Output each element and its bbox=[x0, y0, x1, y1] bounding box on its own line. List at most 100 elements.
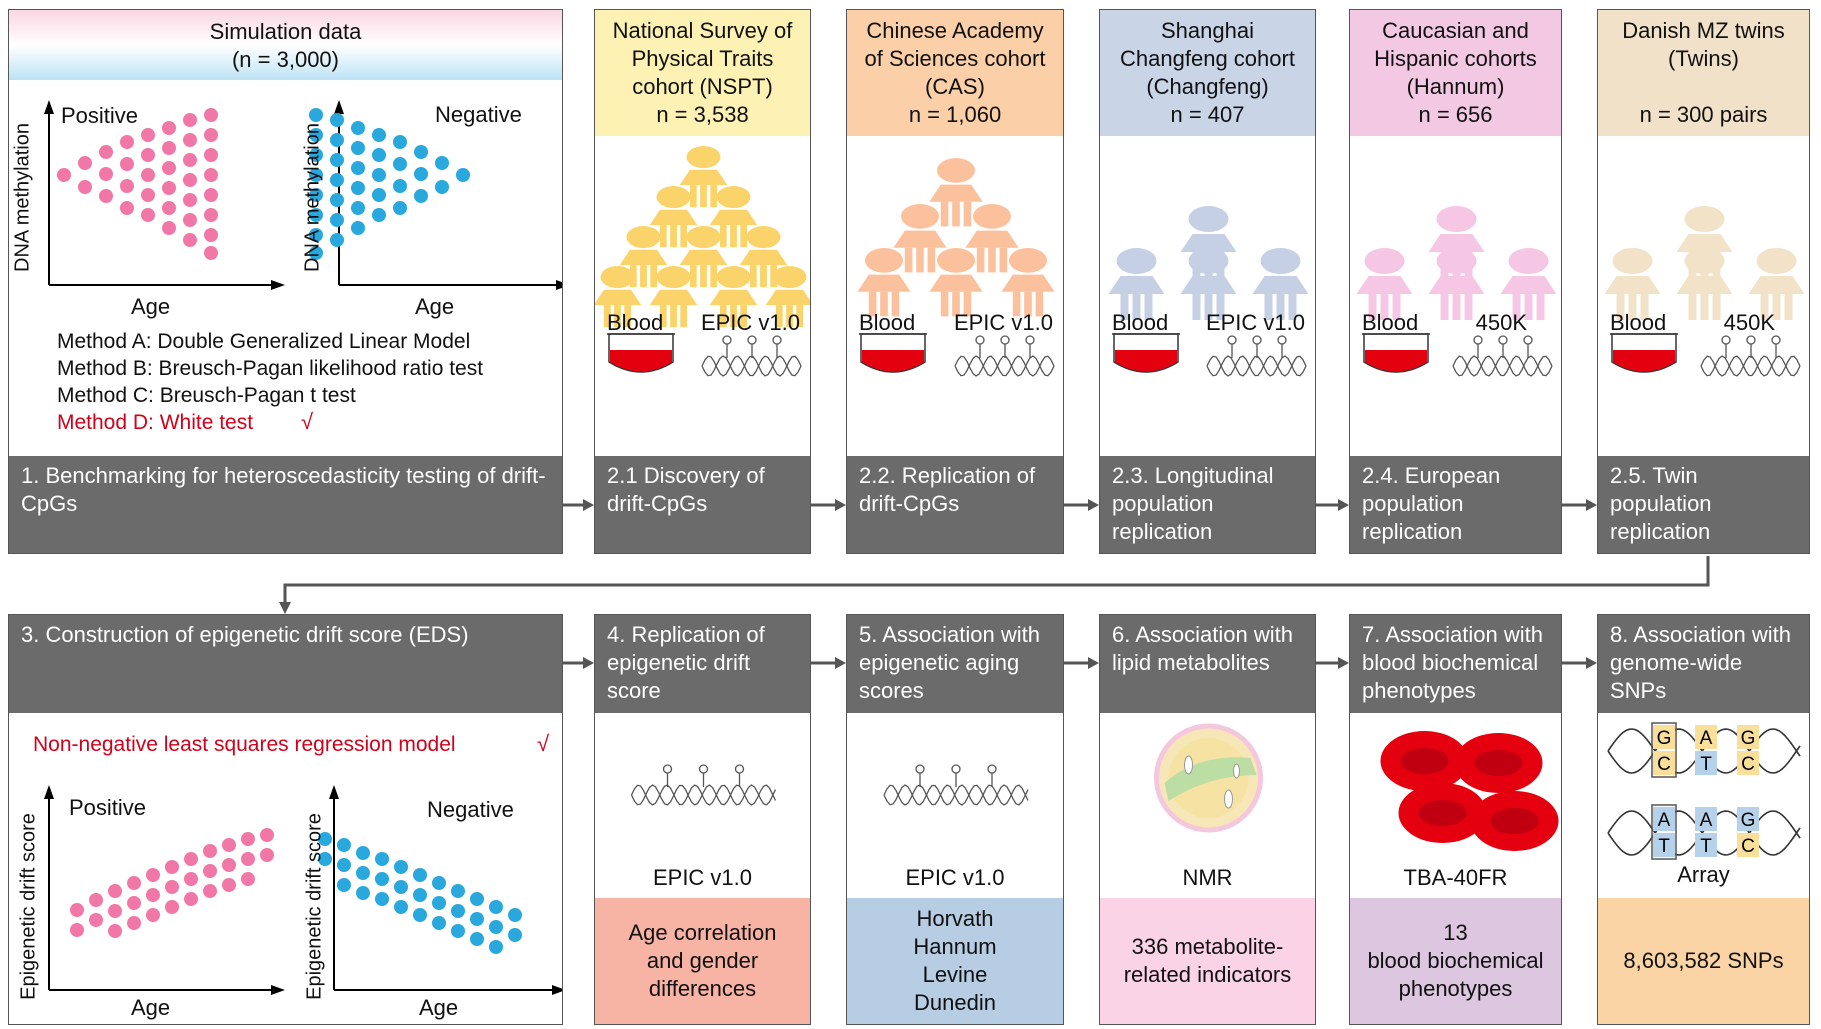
cohort-title: National Survey of Physical Traits cohort … bbox=[612, 18, 793, 127]
sample-type: Blood bbox=[1362, 310, 1419, 335]
scatter-point bbox=[108, 904, 122, 918]
scatter-point bbox=[337, 858, 351, 872]
cohort-header bbox=[1100, 10, 1315, 136]
scatter-point bbox=[375, 872, 389, 886]
scatter-point bbox=[222, 858, 236, 872]
person-icon bbox=[1748, 248, 1805, 320]
scatter-point bbox=[432, 916, 446, 930]
cohort-step-bar: 2.1 Discovery of drift-CpGs bbox=[595, 456, 810, 553]
scatter-point bbox=[456, 168, 470, 182]
person-icon bbox=[1356, 248, 1413, 320]
cohort-title: Shanghai Changfeng cohort (Changfeng) n = 4… bbox=[1120, 18, 1295, 127]
person-icon bbox=[857, 248, 911, 317]
scatter-point bbox=[146, 888, 160, 902]
scatter-point bbox=[162, 221, 176, 235]
scatter-point bbox=[330, 193, 344, 207]
scatter-point bbox=[162, 181, 176, 195]
scatter-point bbox=[141, 188, 155, 202]
analysis-panel-4: 4. Replication of epigenetic drift score EP… bbox=[594, 614, 811, 1025]
scatter-point bbox=[372, 148, 386, 162]
person-icon bbox=[595, 266, 642, 328]
scatter-point bbox=[78, 180, 92, 194]
snp-base: G bbox=[1741, 810, 1756, 831]
method-c: Method C: Breusch-Pagan t test bbox=[57, 384, 356, 407]
blood-tube-icon bbox=[607, 333, 675, 373]
scatter-point bbox=[394, 880, 408, 894]
scatter-point bbox=[127, 916, 141, 930]
platform-label: Array bbox=[1677, 862, 1730, 887]
scatter-point bbox=[120, 179, 134, 193]
blood-tube-icon bbox=[859, 333, 927, 373]
scatter-point bbox=[414, 189, 428, 203]
scatter-point bbox=[260, 828, 274, 842]
cohort-panel-2: Chinese Academy of Sciences cohort (CAS) n … bbox=[846, 9, 1064, 554]
scatter-point bbox=[372, 168, 386, 182]
platform-label: EPIC v1.0 bbox=[652, 865, 753, 890]
analysis-step-bar: 7. Association with blood biochemical phen… bbox=[1350, 615, 1561, 713]
blood-tube-icon bbox=[1610, 333, 1678, 373]
cohort-step-bar: 2.5. Twin population replication bbox=[1598, 456, 1809, 553]
snp-base: G bbox=[1657, 728, 1672, 749]
scatter-point bbox=[351, 221, 365, 235]
scatter-point bbox=[372, 188, 386, 202]
scatter-point bbox=[470, 932, 484, 946]
scatter-point bbox=[470, 912, 484, 926]
scatter-point bbox=[204, 246, 218, 260]
panel-eds-construction: 3. Construction of epigenetic drift scor… bbox=[8, 614, 563, 1025]
scatter-point bbox=[330, 173, 344, 187]
scatter-point bbox=[165, 860, 179, 874]
cpg-array-icon bbox=[883, 764, 1029, 806]
x-axis-label-2: Age bbox=[415, 294, 455, 319]
cohort-step-bar: 2.4. European population replication bbox=[1350, 456, 1561, 553]
scatter-point bbox=[309, 188, 323, 202]
person-icon bbox=[739, 226, 788, 288]
person-icon bbox=[893, 204, 947, 273]
analysis-panel-5: 5. Association with epigenetic aging score… bbox=[846, 614, 1064, 1025]
scatter-point bbox=[309, 168, 323, 182]
scatter-point bbox=[508, 928, 522, 942]
platform-label: 450K bbox=[1723, 310, 1775, 335]
scatter-point bbox=[141, 128, 155, 142]
person-icon bbox=[649, 266, 698, 328]
snp-base: T bbox=[1700, 836, 1712, 857]
cpg-array-icon bbox=[701, 335, 802, 377]
scatter-point bbox=[330, 153, 344, 167]
scatter-point bbox=[451, 884, 465, 898]
person-icon bbox=[965, 204, 1019, 273]
scatter-point bbox=[356, 846, 370, 860]
simulation-title: Simulation data (n = 3,000) bbox=[209, 19, 362, 72]
x-axis-label-1: Age bbox=[131, 294, 171, 319]
cohort-header bbox=[1350, 10, 1561, 136]
scatter-point bbox=[309, 228, 323, 242]
scatter-point bbox=[141, 168, 155, 182]
step-3-bar: 3. Construction of epigenetic drift scor… bbox=[9, 615, 562, 713]
analysis-icon bbox=[630, 764, 777, 806]
platform-label: EPIC v1.0 bbox=[1205, 310, 1305, 335]
scatter-point bbox=[489, 900, 503, 914]
cohort-panel-3: Shanghai Changfeng cohort (Changfeng) n = 4… bbox=[1099, 9, 1316, 554]
red-blood-cell-icon bbox=[1470, 791, 1559, 851]
scatter-point bbox=[351, 121, 365, 135]
red-blood-cell-icon bbox=[1398, 783, 1487, 843]
result-box: 8,603,582 SNPs bbox=[1598, 898, 1809, 1024]
scatter-point bbox=[393, 135, 407, 149]
scatter-point bbox=[394, 860, 408, 874]
scatter-point bbox=[70, 923, 84, 937]
scatter-point bbox=[394, 900, 408, 914]
x-axis-label-1: Age bbox=[131, 995, 171, 1020]
scatter-point bbox=[141, 208, 155, 222]
positive-label: Positive bbox=[69, 795, 147, 820]
person-icon bbox=[679, 146, 728, 208]
platform-label: EPIC v1.0 bbox=[905, 865, 1005, 890]
snp-base: A bbox=[1658, 810, 1671, 831]
snp-base: C bbox=[1741, 836, 1755, 857]
result-box: Age correlation and gender differences bbox=[595, 898, 810, 1024]
cohort-title: Chinese Academy of Sciences cohort (CAS) n … bbox=[864, 18, 1046, 127]
analysis-step-bar: 5. Association with epigenetic aging score… bbox=[847, 615, 1063, 713]
cohort-panel-4: Caucasian and Hispanic cohorts (Hannum) n =… bbox=[1349, 9, 1562, 554]
scatter-point bbox=[204, 148, 218, 162]
scatter-point bbox=[414, 145, 428, 159]
scatter-point bbox=[413, 888, 427, 902]
cpg-array-icon bbox=[630, 764, 777, 806]
blood-tube-icon bbox=[1362, 333, 1430, 373]
